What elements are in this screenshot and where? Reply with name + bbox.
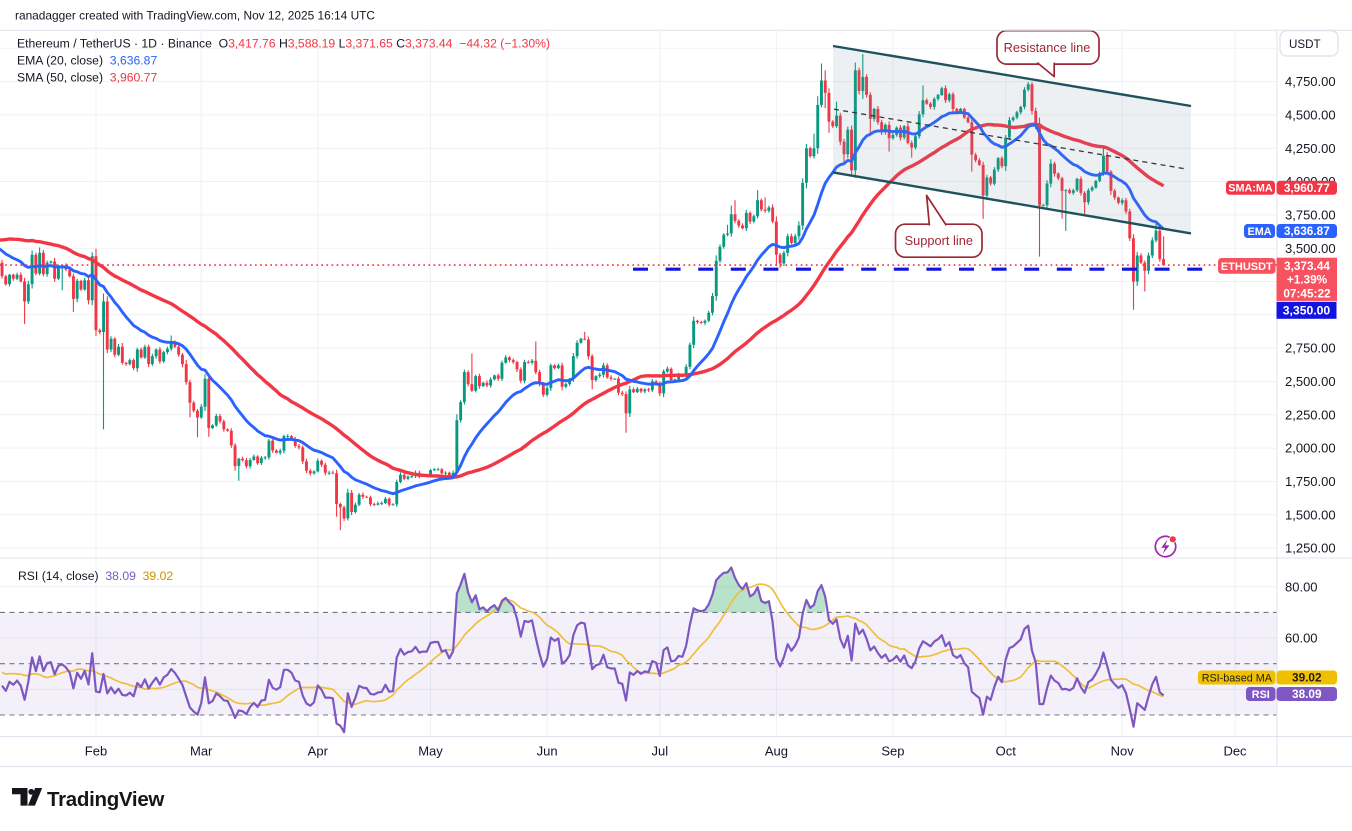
svg-text:2,000.00: 2,000.00 (1285, 441, 1336, 456)
svg-text:4,750.00: 4,750.00 (1285, 74, 1336, 89)
svg-text:Jun: Jun (537, 744, 558, 759)
svg-text:Dec: Dec (1223, 744, 1247, 759)
svg-text:60.00: 60.00 (1285, 631, 1318, 646)
svg-text:2,250.00: 2,250.00 (1285, 407, 1336, 422)
svg-text:80.00: 80.00 (1285, 579, 1318, 594)
svg-text:EMA: EMA (1248, 226, 1272, 238)
svg-text:Feb: Feb (85, 744, 107, 759)
svg-text:3,350.00: 3,350.00 (1283, 303, 1331, 317)
svg-text:Ethereum / TetherUS · 1D · Bin: Ethereum / TetherUS · 1D · Binance O3,41… (17, 37, 550, 51)
svg-text:TradingView: TradingView (47, 788, 164, 811)
svg-text:3,500.00: 3,500.00 (1285, 241, 1336, 256)
svg-text:38.09: 38.09 (1292, 687, 1322, 701)
svg-text:Jul: Jul (651, 744, 668, 759)
svg-text:Oct: Oct (996, 744, 1017, 759)
svg-text:2,500.00: 2,500.00 (1285, 374, 1336, 389)
svg-text:Sep: Sep (881, 744, 904, 759)
svg-text:SMA (50, close) 3,960.77: SMA (50, close) 3,960.77 (17, 71, 157, 85)
svg-text:ETHUSDT: ETHUSDT (1221, 261, 1273, 273)
svg-text:3,373.44: 3,373.44 (1284, 259, 1330, 273)
svg-text:2,750.00: 2,750.00 (1285, 341, 1336, 356)
svg-text:Apr: Apr (308, 744, 329, 759)
svg-text:Nov: Nov (1111, 744, 1135, 759)
svg-text:07:45:22: 07:45:22 (1283, 286, 1331, 300)
svg-text:May: May (418, 744, 443, 759)
svg-text:Support line: Support line (905, 233, 973, 248)
svg-text:+1.39%: +1.39% (1287, 273, 1328, 287)
svg-text:1,250.00: 1,250.00 (1285, 541, 1336, 556)
svg-text:Aug: Aug (765, 744, 788, 759)
svg-text:1,750.00: 1,750.00 (1285, 474, 1336, 489)
svg-text:EMA (20, close) 3,636.87: EMA (20, close) 3,636.87 (17, 54, 157, 68)
svg-text:Mar: Mar (190, 744, 213, 759)
svg-text:3,750.00: 3,750.00 (1285, 208, 1336, 223)
svg-text:USDT: USDT (1289, 38, 1321, 51)
svg-text:3,636.87: 3,636.87 (1284, 224, 1330, 238)
svg-text:ranadagger created with Tradin: ranadagger created with TradingView.com,… (15, 9, 375, 23)
svg-text:Resistance line: Resistance line (1004, 40, 1091, 55)
svg-text:39.02: 39.02 (1292, 671, 1322, 685)
svg-text:3,960.77: 3,960.77 (1284, 181, 1330, 195)
svg-text:1,500.00: 1,500.00 (1285, 507, 1336, 522)
svg-text:RSI: RSI (1252, 689, 1270, 701)
svg-text:RSI (14, close) 38.09 39.02: RSI (14, close) 38.09 39.02 (18, 569, 173, 583)
svg-text:4,500.00: 4,500.00 (1285, 108, 1336, 123)
svg-text:4,250.00: 4,250.00 (1285, 141, 1336, 156)
svg-text:RSI-based MA: RSI-based MA (1202, 672, 1273, 684)
svg-text:SMA:MA: SMA:MA (1228, 183, 1273, 195)
